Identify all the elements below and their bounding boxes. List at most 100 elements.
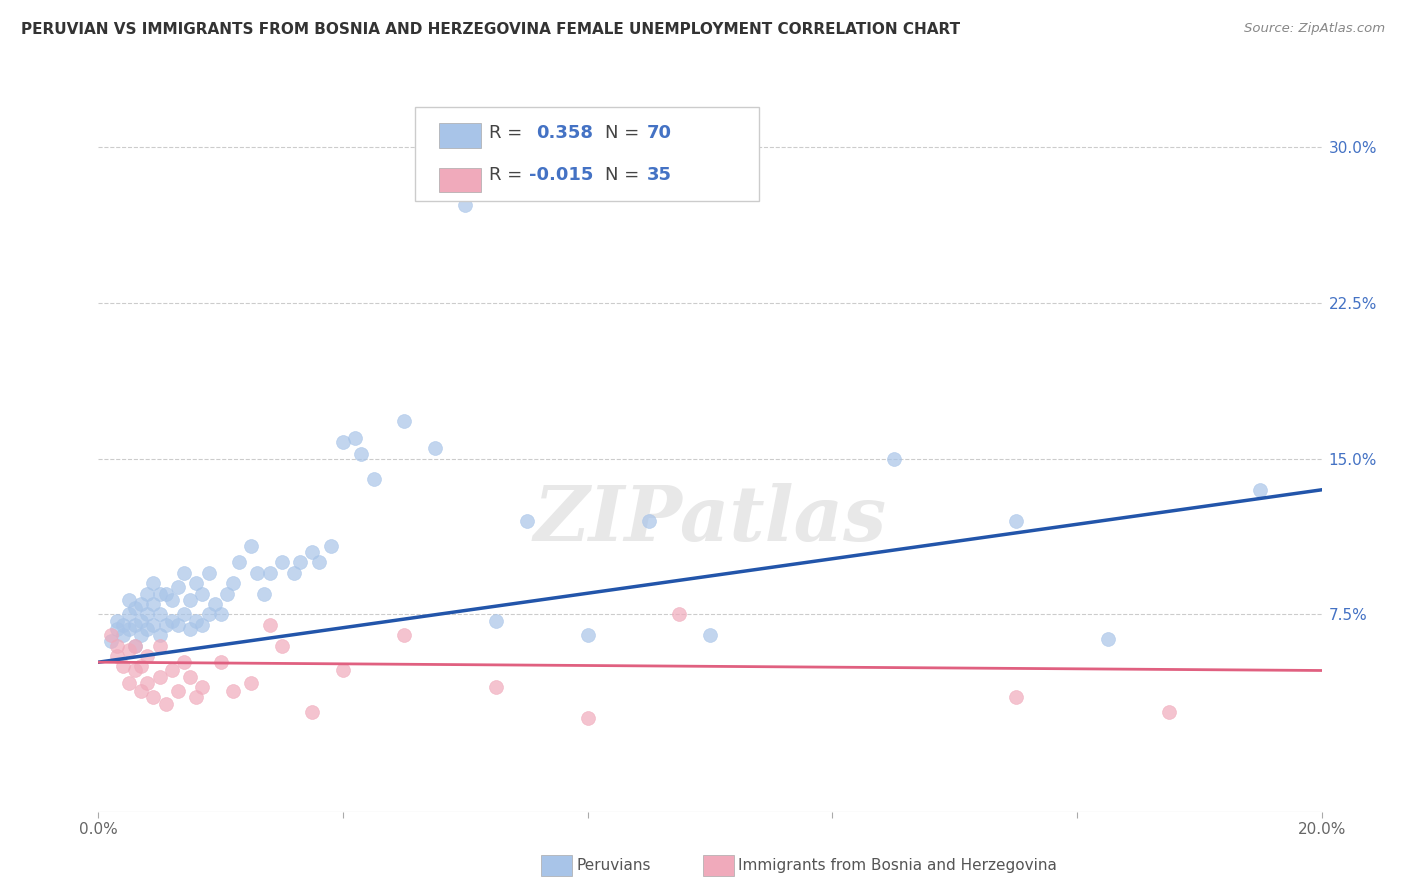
Point (204, 597, 226, 611)
Point (105, 614, 128, 628)
Point (105, 648, 128, 663)
Point (197, 566, 219, 580)
Point (167, 617, 190, 632)
Point (485, 614, 508, 628)
Point (259, 617, 281, 632)
Point (173, 607, 195, 622)
Point (699, 628, 721, 642)
Point (129, 597, 152, 611)
Point (516, 514, 538, 528)
Point (290, 556, 312, 570)
Point (186, 690, 208, 705)
Point (118, 676, 141, 690)
Text: Peruvians: Peruvians (576, 858, 651, 872)
Point (111, 617, 134, 632)
Point (222, 576, 245, 591)
Point (149, 587, 172, 601)
Point (149, 607, 172, 622)
Point (136, 622, 159, 636)
Point (149, 628, 172, 642)
Point (637, 514, 661, 528)
Point (129, 614, 152, 628)
Point (111, 659, 134, 673)
Point (301, 705, 323, 719)
Point (1004, 514, 1026, 528)
Point (283, 566, 305, 580)
Point (259, 566, 281, 580)
Point (209, 655, 232, 669)
Point (142, 690, 165, 705)
Point (301, 545, 323, 559)
Point (160, 664, 183, 678)
Point (173, 566, 195, 580)
Point (240, 676, 263, 690)
Point (209, 607, 232, 622)
Point (1004, 690, 1026, 705)
Point (155, 587, 177, 601)
Point (149, 670, 172, 684)
Point (136, 587, 159, 601)
Text: N =: N = (605, 124, 644, 142)
Point (576, 711, 599, 725)
Point (155, 697, 177, 711)
Point (392, 628, 416, 642)
Text: 0.358: 0.358 (536, 124, 593, 142)
Point (124, 639, 146, 653)
Point (270, 639, 292, 653)
Point (252, 587, 274, 601)
Point (129, 684, 152, 698)
Point (344, 431, 367, 445)
Point (167, 684, 190, 698)
Point (136, 676, 159, 690)
Point (1157, 705, 1180, 719)
Point (197, 607, 219, 622)
Point (179, 593, 201, 607)
Point (142, 576, 165, 591)
Point (173, 655, 195, 669)
Point (350, 448, 373, 462)
Point (186, 614, 208, 628)
Point (332, 664, 354, 678)
Point (124, 601, 146, 615)
Text: 70: 70 (647, 124, 672, 142)
Point (246, 566, 269, 580)
Text: R =: R = (489, 166, 529, 184)
Point (191, 680, 214, 694)
Point (363, 472, 385, 486)
Point (124, 639, 146, 653)
Point (160, 593, 183, 607)
Point (222, 684, 245, 698)
Point (118, 607, 141, 622)
Point (129, 659, 152, 673)
Point (191, 617, 214, 632)
Text: -0.015: -0.015 (529, 166, 593, 184)
Point (186, 576, 208, 591)
Point (485, 680, 508, 694)
Point (423, 442, 446, 456)
Point (105, 639, 128, 653)
Point (100, 634, 122, 648)
Point (142, 617, 165, 632)
Point (392, 414, 416, 428)
Point (149, 639, 172, 653)
Point (136, 607, 159, 622)
Point (118, 593, 141, 607)
Point (454, 198, 477, 212)
Point (105, 622, 128, 636)
Point (124, 664, 146, 678)
Point (1249, 483, 1271, 497)
Text: N =: N = (605, 166, 644, 184)
Point (129, 628, 152, 642)
Point (167, 581, 190, 595)
Point (142, 597, 165, 611)
Point (883, 451, 905, 466)
Point (118, 622, 141, 636)
Point (576, 628, 599, 642)
Point (191, 587, 214, 601)
Text: PERUVIAN VS IMMIGRANTS FROM BOSNIA AND HERZEGOVINA FEMALE UNEMPLOYMENT CORRELATI: PERUVIAN VS IMMIGRANTS FROM BOSNIA AND H… (21, 22, 960, 37)
Text: ZIPatlas: ZIPatlas (533, 483, 887, 557)
Point (179, 622, 201, 636)
Point (332, 435, 354, 450)
Text: 35: 35 (647, 166, 672, 184)
Point (668, 607, 690, 622)
